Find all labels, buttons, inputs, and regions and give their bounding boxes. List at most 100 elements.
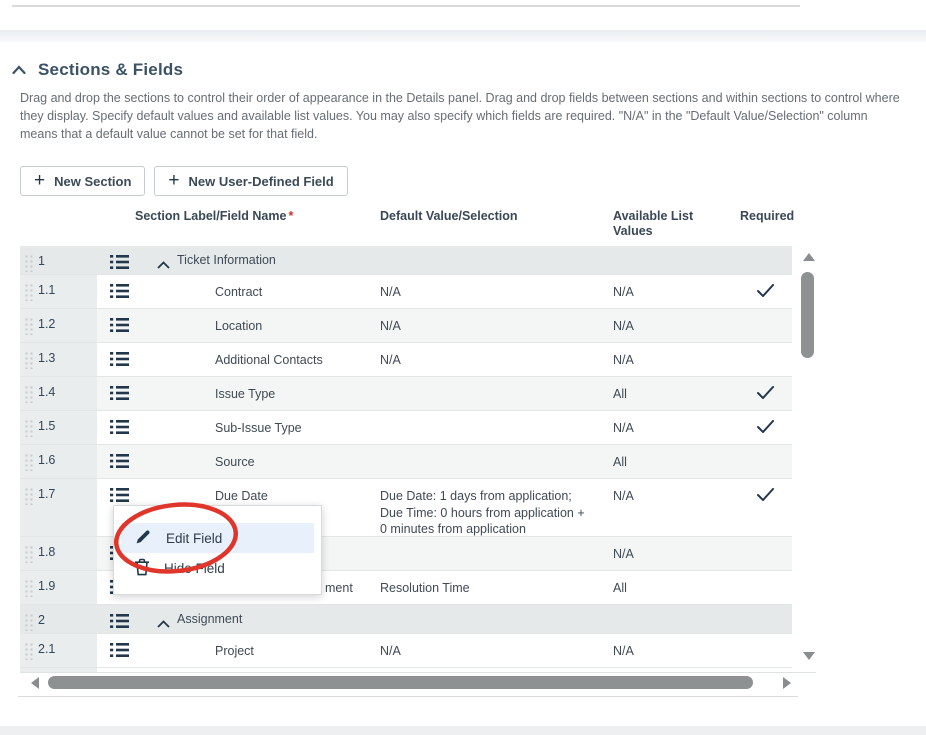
menu-item-label: Edit Field	[166, 530, 223, 546]
table-row: 1 Ticket Information	[20, 246, 792, 275]
collapse-chevron-icon[interactable]	[157, 615, 170, 628]
drag-handle-icon[interactable]	[24, 487, 33, 505]
row-number: 1.7	[38, 487, 56, 501]
row-body: Sub-Issue Type N/A	[97, 411, 792, 444]
scroll-left-arrow-icon[interactable]	[31, 677, 39, 689]
available-list-values: N/A	[613, 285, 634, 299]
available-list-values: All	[613, 387, 627, 401]
section-heading: Sections & Fields	[12, 60, 183, 80]
row-body: Contract N/A N/A	[97, 275, 792, 308]
field-name: Project	[215, 644, 254, 658]
column-header-required: Required	[740, 209, 795, 223]
scroll-up-arrow-icon[interactable]	[803, 253, 815, 261]
available-list-values: N/A	[613, 644, 634, 658]
bottom-divider	[18, 696, 798, 697]
column-header-name: Section Label/Field Name *	[135, 209, 294, 223]
available-list-values: All	[613, 581, 627, 595]
table-row: 1.6 Source All	[20, 445, 792, 479]
required-check-icon	[757, 386, 775, 400]
row-number: 1.1	[38, 283, 56, 297]
required-check-icon	[757, 420, 775, 434]
edit-field-menu-item[interactable]: Edit Field	[121, 523, 314, 553]
field-name: Due Date	[215, 489, 268, 503]
new-user-defined-field-button[interactable]: + New User-Defined Field	[154, 166, 348, 196]
collapse-section-chevron-icon[interactable]	[12, 65, 26, 75]
scroll-down-arrow-icon[interactable]	[803, 652, 815, 660]
field-name: Sub-Issue Type	[215, 421, 302, 435]
required-check-icon	[757, 284, 775, 298]
field-name: Source	[215, 455, 255, 469]
drag-handle-icon[interactable]	[24, 579, 33, 597]
row-body: Issue Type All	[97, 377, 792, 410]
collapse-chevron-icon[interactable]	[157, 256, 170, 269]
drag-handle-icon[interactable]	[24, 317, 33, 335]
row-number: 1.6	[38, 453, 56, 467]
table-row: 1.4 Issue Type All	[20, 377, 792, 411]
new-field-label: New User-Defined Field	[188, 173, 334, 189]
row-menu-icon[interactable]	[110, 643, 129, 657]
row-number: 1.9	[38, 579, 56, 593]
table-row: 2.1 Project N/A N/A	[20, 634, 792, 668]
drag-handle-icon[interactable]	[24, 545, 33, 563]
scroll-right-arrow-icon[interactable]	[783, 677, 791, 689]
row-menu-icon[interactable]	[110, 488, 129, 502]
field-name: ment	[325, 581, 353, 595]
available-list-values: All	[613, 455, 627, 469]
row-number: 2.1	[38, 642, 56, 656]
row-body: Source All	[97, 445, 792, 478]
default-value: N/A	[380, 353, 401, 367]
default-value: N/A	[380, 644, 401, 658]
field-name: Issue Type	[215, 387, 276, 401]
required-check-icon	[757, 488, 775, 502]
row-menu-icon[interactable]	[110, 255, 129, 269]
drag-handle-icon[interactable]	[24, 254, 33, 272]
trash-icon	[134, 558, 150, 579]
pencil-icon	[134, 528, 152, 549]
row-menu-icon[interactable]	[110, 420, 129, 434]
field-name: Additional Contacts	[215, 353, 323, 367]
row-body: Project N/A N/A	[97, 634, 792, 667]
hide-field-menu-item[interactable]: Hide Field	[121, 553, 314, 583]
available-list-values: N/A	[613, 353, 634, 367]
table-row: 1.1 Contract N/A N/A	[20, 275, 792, 309]
column-header-available: Available List Values	[613, 209, 694, 238]
horizontal-scrollbar-thumb[interactable]	[48, 676, 753, 689]
row-number: 1.3	[38, 351, 56, 365]
drag-handle-icon[interactable]	[24, 351, 33, 369]
drag-handle-icon[interactable]	[24, 385, 33, 403]
row-menu-icon[interactable]	[110, 614, 129, 628]
row-menu-icon[interactable]	[110, 318, 129, 332]
required-asterisk: *	[288, 209, 294, 223]
plus-icon: +	[168, 169, 180, 191]
panel-separator-bottom	[0, 726, 926, 735]
row-menu-icon[interactable]	[110, 454, 129, 468]
row-menu-icon[interactable]	[110, 284, 129, 298]
table-row: 2 Assignment	[20, 605, 792, 634]
toolbar: + New Section + New User-Defined Field	[20, 166, 348, 196]
drag-handle-icon[interactable]	[24, 642, 33, 660]
field-name: Location	[215, 319, 263, 333]
menu-item-label: Hide Field	[164, 560, 225, 576]
available-list-values: N/A	[613, 489, 634, 503]
drag-handle-icon[interactable]	[24, 453, 33, 471]
row-menu-icon[interactable]	[110, 386, 129, 400]
vertical-scrollbar-thumb[interactable]	[801, 272, 814, 358]
plus-icon: +	[34, 169, 46, 191]
top-divider	[12, 5, 800, 7]
column-header-default: Default Value/Selection	[380, 209, 518, 223]
field-name: Contract	[215, 285, 263, 299]
new-section-button[interactable]: + New Section	[20, 166, 146, 196]
row-body: Location N/A N/A	[97, 309, 792, 342]
default-value: Resolution Time	[380, 581, 470, 595]
drag-handle-icon[interactable]	[24, 613, 33, 631]
section-label: Assignment	[177, 612, 243, 626]
row-number: 1.8	[38, 545, 56, 559]
drag-handle-icon[interactable]	[24, 419, 33, 437]
row-menu-icon[interactable]	[110, 352, 129, 366]
drag-handle-icon[interactable]	[24, 283, 33, 301]
available-list-values: N/A	[613, 547, 634, 561]
row-number: 1.2	[38, 317, 56, 331]
row-context-menu: Edit Field Hide Field	[113, 505, 322, 595]
default-value: N/A	[380, 285, 401, 299]
